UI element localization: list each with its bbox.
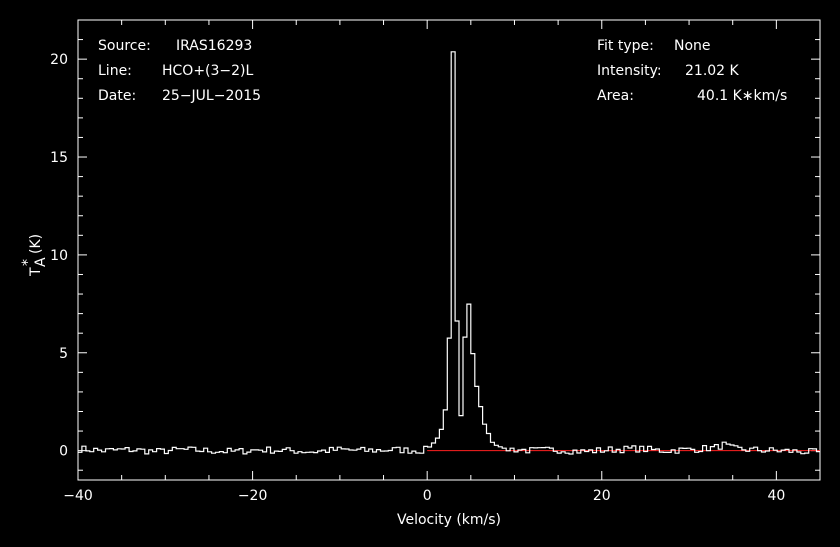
info-intensity-value: 21.02 K bbox=[685, 63, 740, 79]
y-tick-label: 0 bbox=[59, 444, 68, 460]
info-line-value: HCO+(3−2)L bbox=[162, 63, 254, 79]
y-tick-label: 5 bbox=[59, 346, 68, 362]
x-tick-label: −20 bbox=[238, 488, 268, 504]
spectrum-series bbox=[78, 51, 820, 455]
y-tick-label: 15 bbox=[50, 150, 68, 166]
info-area-value: 40.1 K∗km/s bbox=[697, 88, 787, 104]
y-tick-labels: 0 5 10 15 20 bbox=[50, 52, 68, 459]
info-area-key: Area: bbox=[597, 88, 634, 104]
y-tick-label: 10 bbox=[50, 248, 68, 264]
y-axis-label: T A * (K) bbox=[20, 234, 49, 277]
x-tick-label: 0 bbox=[423, 488, 432, 504]
info-date-value: 25−JUL−2015 bbox=[162, 88, 261, 104]
info-fit-type-value: None bbox=[674, 38, 711, 54]
info-line-key: Line: bbox=[98, 63, 132, 79]
axis-ticks bbox=[77, 19, 821, 480]
x-tick-label: 40 bbox=[767, 488, 785, 504]
info-source-value: IRAS16293 bbox=[176, 38, 252, 54]
y-axis-label-unit: (K) bbox=[28, 234, 44, 254]
x-tick-label: −40 bbox=[63, 488, 93, 504]
y-axis-label-main: T bbox=[28, 267, 44, 277]
info-source-key: Source: bbox=[98, 38, 151, 54]
x-tick-label: 20 bbox=[593, 488, 611, 504]
info-fit-type-key: Fit type: bbox=[597, 38, 654, 54]
y-tick-label: 20 bbox=[50, 52, 68, 68]
plot-frame bbox=[77, 19, 821, 481]
y-axis-label-sub: A bbox=[33, 257, 49, 267]
y-axis-label-sup: * bbox=[20, 259, 36, 266]
info-date-key: Date: bbox=[98, 88, 136, 104]
x-tick-labels: −40 −20 0 20 40 bbox=[63, 488, 785, 504]
info-intensity-key: Intensity: bbox=[597, 63, 662, 79]
x-axis-label: Velocity (km/s) bbox=[397, 512, 501, 528]
